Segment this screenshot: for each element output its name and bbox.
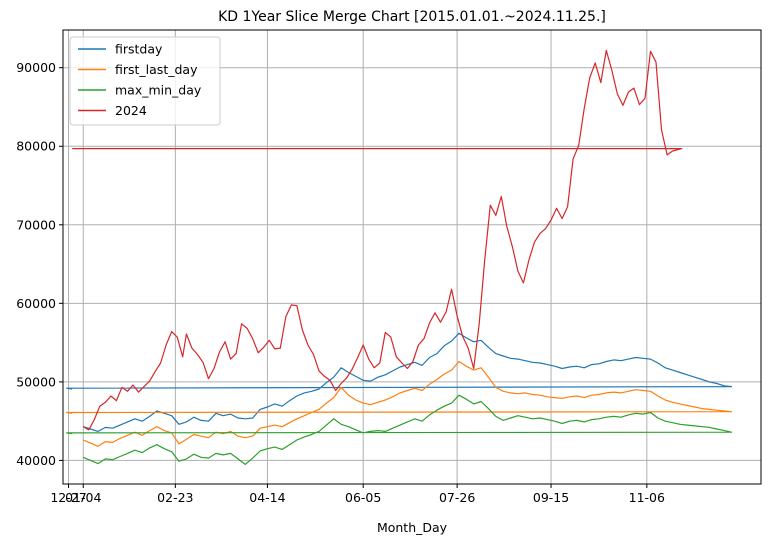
series-line-3 xyxy=(72,49,683,431)
legend-label: max_min_day xyxy=(115,83,202,98)
series-line-1 xyxy=(66,360,733,447)
y-tick-label: 90000 xyxy=(16,60,56,75)
x-tick-label: 02-23 xyxy=(157,490,193,505)
series-lines xyxy=(66,49,733,465)
legend-label: 2024 xyxy=(115,103,147,118)
series-line-2 xyxy=(66,394,733,465)
x-tick-label: 09-15 xyxy=(533,490,569,505)
legend-label: firstday xyxy=(115,42,163,57)
y-tick-label: 80000 xyxy=(16,139,56,154)
y-tick-label: 40000 xyxy=(16,453,56,468)
chart-title: KD 1Year Slice Merge Chart [2015.01.01.~… xyxy=(218,9,606,25)
y-tick-label: 60000 xyxy=(16,296,56,311)
y-tick-label: 70000 xyxy=(16,217,56,232)
x-axis-ticks: 01-04 02-23 04-14 06-05 07-26 09-15 11-06 12-27 xyxy=(50,484,665,505)
x-tick-label: 07-26 xyxy=(439,490,475,505)
x-tick-label: 04-14 xyxy=(249,490,285,505)
series-line-0 xyxy=(66,332,733,432)
y-axis-ticks: 40000 50000 60000 70000 80000 90000 xyxy=(16,60,63,468)
y-tick-label: 50000 xyxy=(16,374,56,389)
legend-label: first_last_day xyxy=(115,62,198,77)
x-tick-label: 11-06 xyxy=(629,490,665,505)
x-tick-label: 06-05 xyxy=(345,490,381,505)
x-axis-label: Month_Day xyxy=(377,520,448,535)
legend: firstday first_last_day max_min_day 2024 xyxy=(69,36,221,126)
plot-area-frame xyxy=(62,29,762,485)
x-tick-label: 12-27 xyxy=(50,490,86,505)
legend-box xyxy=(69,36,221,126)
x-tick-label: 01-04 xyxy=(65,490,101,505)
grid-lines xyxy=(63,30,761,484)
